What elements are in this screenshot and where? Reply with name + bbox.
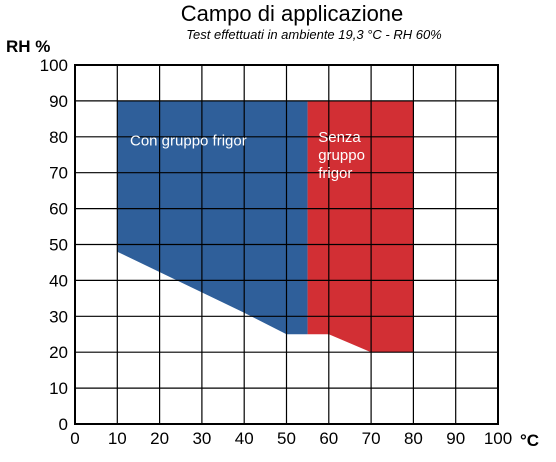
region-con-gruppo-frigor [117,100,308,335]
x-tick-labels: 0 10 20 30 40 50 60 70 80 90 100 [70,429,512,448]
x-tick-label: 30 [192,429,211,448]
y-tick-label: 50 [49,236,68,255]
chart-title: Campo di applicazione [180,1,404,26]
region-senza-gruppo-frigor [307,100,414,353]
y-tick-label: 0 [59,415,68,434]
x-axis-label: °C [520,431,539,450]
region-label-line: Con gruppo frigor [130,133,247,150]
y-tick-label: 10 [49,379,68,398]
x-tick-label: 50 [277,429,296,448]
y-tick-label: 30 [49,307,68,326]
x-tick-label: 100 [484,429,512,448]
x-tick-label: 90 [446,429,465,448]
y-tick-label: 100 [40,56,68,75]
y-tick-label: 60 [49,200,68,219]
x-tick-label: 0 [70,429,79,448]
plot-frame [74,64,499,425]
x-tick-label: 40 [235,429,254,448]
x-tick-label: 70 [362,429,381,448]
y-tick-label: 20 [49,343,68,362]
y-tick-label: 40 [49,271,68,290]
region-label-line: gruppo [318,147,365,164]
region-label-line: frigor [318,165,352,182]
chart-subtitle: Test effettuati in ambiente 19,3 °C - RH… [186,27,442,42]
x-tick-label: 20 [150,429,169,448]
x-tick-label: 80 [404,429,423,448]
y-tick-labels: 0 10 20 30 40 50 60 70 80 90 100 [40,56,68,434]
x-tick-label: 10 [108,429,127,448]
region-label-line: Senza [318,129,361,146]
y-tick-label: 90 [49,92,68,111]
chart-grid [74,64,499,425]
y-tick-label: 80 [49,128,68,147]
chart-regions [117,100,414,353]
y-tick-label: 70 [49,164,68,183]
y-axis-label: RH % [6,37,50,56]
x-tick-label: 60 [319,429,338,448]
